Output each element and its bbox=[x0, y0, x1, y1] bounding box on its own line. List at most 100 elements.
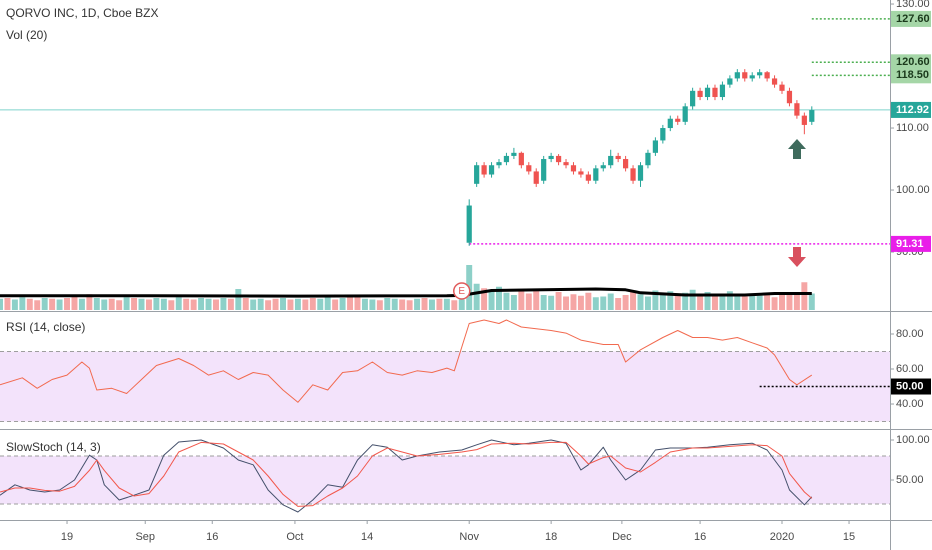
volume-bar bbox=[34, 300, 41, 310]
volume-bar bbox=[481, 288, 488, 310]
candle-body bbox=[771, 78, 778, 85]
candle-body bbox=[719, 84, 726, 98]
volume-bar bbox=[168, 300, 175, 310]
volume-bar bbox=[56, 299, 63, 310]
volume-bar bbox=[786, 293, 793, 310]
volume-bar bbox=[607, 293, 614, 310]
volume-bar bbox=[399, 299, 406, 310]
volume-ma-line bbox=[0, 287, 812, 298]
volume-bar bbox=[19, 297, 26, 310]
x-tick-label: 16 bbox=[206, 531, 218, 543]
x-tick-label: 2020 bbox=[770, 531, 794, 543]
level-label-box bbox=[891, 235, 931, 252]
candle-body bbox=[652, 140, 659, 153]
volume-bar bbox=[198, 298, 205, 310]
volume-bar bbox=[64, 298, 71, 310]
volume-bar bbox=[205, 298, 212, 310]
x-tick-label: Oct bbox=[286, 531, 303, 543]
event-marker bbox=[453, 282, 471, 300]
volume-bar bbox=[227, 298, 234, 310]
level-label-box bbox=[891, 10, 931, 27]
volume-bar bbox=[294, 298, 301, 310]
candle-body bbox=[585, 174, 591, 181]
volume-bar bbox=[302, 299, 309, 310]
candle-body bbox=[474, 165, 480, 184]
volume-bar bbox=[116, 300, 123, 310]
band-fill bbox=[0, 351, 890, 422]
volume-bar bbox=[496, 286, 502, 310]
candle-body bbox=[675, 118, 681, 122]
volume-bar bbox=[190, 299, 197, 310]
y-tick-label: 50.00 bbox=[896, 474, 924, 486]
volume-bar bbox=[436, 298, 443, 310]
volume-bar bbox=[242, 298, 249, 310]
candle-body bbox=[570, 165, 577, 172]
volume-bar bbox=[637, 294, 644, 310]
volume-bar bbox=[220, 298, 227, 310]
candle-body bbox=[667, 118, 673, 129]
volume-bar bbox=[719, 293, 726, 310]
volume-bar bbox=[71, 296, 78, 310]
volume-bar bbox=[451, 300, 458, 310]
x-tick-label: 19 bbox=[61, 531, 73, 543]
volume-bar bbox=[697, 295, 704, 310]
front-layer: QORVO INC, 1D, Cboe BZX 127.60 120.60118.5… bbox=[6, 6, 931, 454]
volume-bar bbox=[265, 300, 272, 310]
level-label: 127.60 bbox=[896, 13, 930, 25]
y-tick-label: 130.00 bbox=[896, 0, 930, 10]
x-tick-label: 18 bbox=[545, 531, 557, 543]
pane-title: SlowStoch (14, 3) bbox=[6, 440, 101, 454]
level-label: 118.50 bbox=[896, 69, 929, 81]
x-tick-label: 15 bbox=[843, 531, 855, 543]
volume-bar bbox=[808, 293, 815, 310]
candle-body bbox=[712, 87, 718, 98]
volume-bar bbox=[160, 298, 167, 310]
x-tick-label: 14 bbox=[361, 531, 373, 543]
volume-bar bbox=[153, 298, 160, 310]
candle-body bbox=[593, 168, 599, 181]
volume-bar bbox=[145, 299, 152, 310]
band-fill bbox=[0, 456, 890, 504]
volume-bar bbox=[26, 298, 33, 310]
candle-body bbox=[690, 90, 696, 107]
level-label-box bbox=[891, 378, 931, 395]
candle-body bbox=[757, 72, 763, 76]
volume-bar bbox=[175, 297, 182, 310]
candle-body bbox=[801, 115, 807, 125]
volume-bar bbox=[458, 299, 465, 310]
candle-body bbox=[481, 165, 487, 175]
indicator-line bbox=[0, 441, 813, 507]
y-tick-label: 60.00 bbox=[896, 363, 924, 375]
volume-bar bbox=[213, 299, 219, 310]
volume-bar bbox=[570, 294, 577, 310]
volume-bar bbox=[503, 292, 510, 310]
volume-bar bbox=[86, 294, 93, 310]
volume-bar bbox=[518, 291, 525, 310]
volume-bar bbox=[287, 299, 294, 310]
volume-bar bbox=[548, 295, 555, 310]
volume-bar bbox=[749, 295, 756, 310]
volume-bar bbox=[138, 298, 145, 310]
volume-bar bbox=[93, 298, 100, 310]
y-tick-label: 40.00 bbox=[896, 398, 924, 410]
candle-body bbox=[786, 90, 793, 104]
level-label: 112.92 bbox=[896, 104, 929, 116]
level-label: 91.31 bbox=[896, 238, 924, 250]
candle-body bbox=[704, 87, 711, 98]
event-label: E bbox=[458, 286, 465, 297]
volume-bar bbox=[443, 298, 450, 310]
level-label: 120.60 bbox=[896, 56, 930, 68]
volume-bar bbox=[533, 289, 540, 310]
volume-bar bbox=[764, 294, 771, 310]
volume-bar bbox=[726, 291, 733, 310]
level-label: 50.00 bbox=[896, 380, 924, 392]
y-tick-label: 110.00 bbox=[896, 122, 929, 134]
indicator-line bbox=[0, 439, 813, 513]
volume-bar bbox=[391, 298, 398, 310]
volume-bar bbox=[622, 295, 629, 310]
candle-body bbox=[630, 168, 636, 181]
volume-bar bbox=[644, 296, 651, 310]
volume-bar bbox=[4, 298, 11, 310]
volume-bar bbox=[108, 298, 115, 310]
